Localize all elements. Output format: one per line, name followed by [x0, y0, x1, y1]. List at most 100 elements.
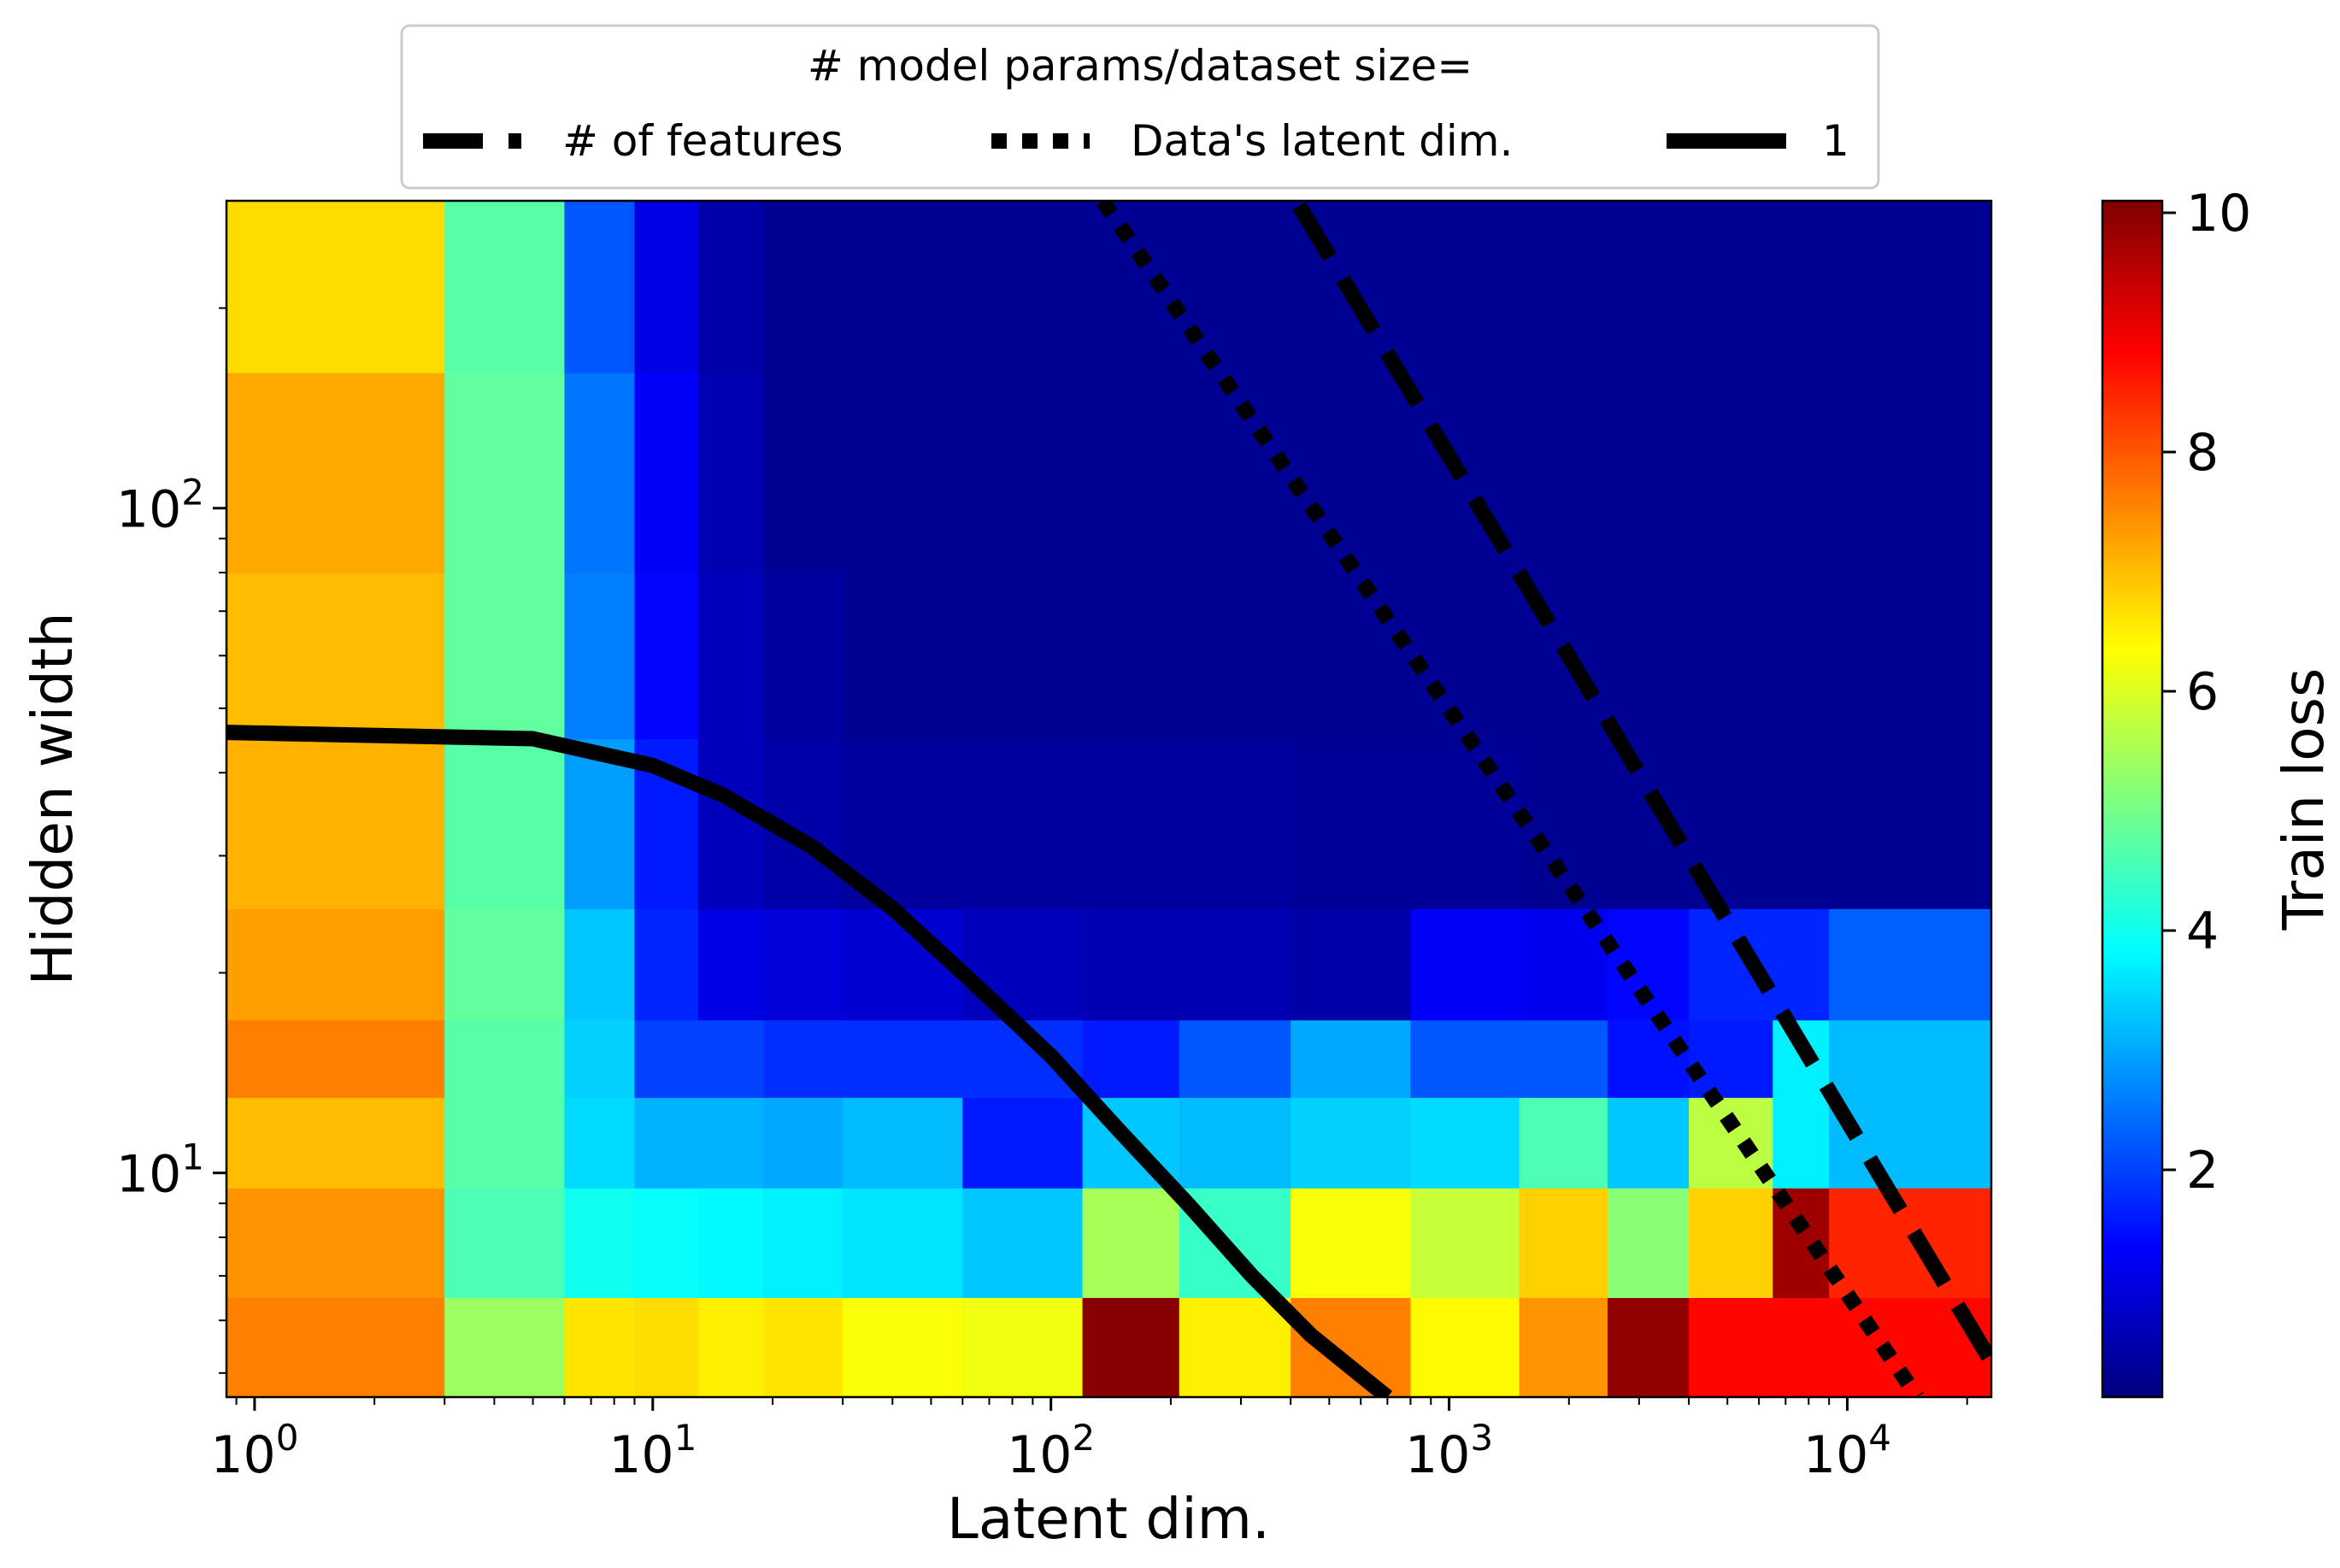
heatmap-cell [1519, 372, 1608, 573]
heatmap-cell [226, 1097, 445, 1189]
heatmap-cell [697, 1097, 765, 1189]
heatmap-cell [1773, 372, 1830, 573]
heatmap-cell [564, 372, 636, 573]
heatmap-cell [843, 573, 964, 740]
heatmap-cell [763, 1097, 844, 1189]
tick-label-y-2: 102 [116, 472, 204, 540]
heatmap-cell [697, 1297, 765, 1397]
heatmap-cell [564, 1187, 636, 1298]
heatmap-cell [1829, 1187, 1991, 1298]
heatmap-cell [1829, 738, 1991, 909]
heatmap-cell [564, 1297, 636, 1397]
heatmap-cell [843, 372, 964, 573]
heatmap-cell [1773, 573, 1830, 740]
heatmap-cell [444, 908, 566, 1021]
heatmap-cell [226, 372, 445, 573]
heatmap-cell [1519, 1097, 1608, 1189]
heatmap-cell [962, 372, 1084, 573]
heatmap-cell [1179, 908, 1291, 1021]
heatmap-cell [1773, 1097, 1830, 1189]
heatmap-cell [1291, 1019, 1412, 1098]
heatmap-cell [1291, 738, 1412, 909]
reference-lines [226, 201, 1991, 1397]
heatmap-cell [1410, 1187, 1520, 1298]
heatmap-cell [1410, 1097, 1520, 1189]
heatmap-cell [1179, 738, 1291, 909]
heatmap-cell [1689, 1019, 1774, 1098]
heatmap-cell [843, 201, 964, 373]
heatmap-cell [226, 1019, 445, 1098]
heatmap-cell [444, 1297, 566, 1397]
heatmap-cell [1410, 908, 1520, 1021]
heatmap-cell [1082, 573, 1180, 740]
heatmap-cell [226, 1297, 445, 1397]
heatmap-cell [763, 908, 844, 1021]
heatmap-cell [1607, 908, 1690, 1021]
heatmap-cell [843, 1019, 964, 1098]
heatmap-cell [564, 738, 636, 909]
heatmap-cell [1519, 1187, 1608, 1298]
heatmap-cell [843, 1297, 964, 1397]
heatmap-cell [1689, 1187, 1774, 1298]
heatmap-cell [1689, 573, 1774, 740]
heatmap-cell [634, 908, 699, 1021]
heatmap-cell [962, 738, 1084, 909]
heatmap-cell [1607, 201, 1690, 373]
heatmap-cell [1689, 372, 1774, 573]
heatmap-cell [763, 1187, 844, 1298]
heatmap-cell [697, 1187, 765, 1298]
heatmap-cell [444, 201, 566, 373]
heatmap-cell [1082, 1019, 1180, 1098]
heatmap-cell [634, 201, 699, 373]
heatmap-cell [1773, 738, 1830, 909]
heatmap-cell [843, 1097, 964, 1189]
heatmap-cell [697, 573, 765, 740]
heatmap-cell [1607, 573, 1690, 740]
colorbar: 2 4 6 8 10 Train loss [2101, 184, 2337, 1399]
heatmap-cell [1082, 908, 1180, 1021]
heatmap-cell [763, 573, 844, 740]
heatmap-cell [1291, 372, 1412, 573]
plot-frame [225, 199, 1993, 1399]
heatmap-cell [1179, 1019, 1291, 1098]
heatmap-cell [226, 738, 445, 909]
heatmap-cell [1607, 1097, 1690, 1189]
heatmap-cell [1179, 573, 1291, 740]
heatmap-cell [444, 1019, 566, 1098]
heatmap-cell [444, 738, 566, 909]
heatmap-cell [962, 201, 1084, 373]
heatmap-cell [1291, 1187, 1412, 1298]
heatmap-cell [763, 201, 844, 373]
heatmap-cell [444, 1187, 566, 1298]
heatmap-cell [1607, 1297, 1690, 1397]
heatmap-cell [226, 908, 445, 1021]
heatmap-cell [1410, 738, 1520, 909]
line-1 [226, 725, 1393, 1397]
tick-label-x-2: 102 [1007, 1417, 1095, 1485]
heatmap-cell [226, 201, 445, 373]
heatmap [226, 201, 1991, 1397]
heatmap-cell [634, 1097, 699, 1189]
heatmap-cell [1179, 1297, 1291, 1397]
heatmap-cell [1773, 201, 1830, 373]
heatmap-cell [634, 1019, 699, 1098]
colorbar-ticks: 2 4 6 8 10 [2162, 184, 2251, 1201]
heatmap-cell [1519, 1019, 1608, 1098]
heatmap-cell [962, 1297, 1084, 1397]
colorbar-tick-label: 6 [2186, 662, 2219, 722]
legend-title: # model params/dataset size= [808, 41, 1473, 91]
colorbar-tick-label: 2 [2186, 1141, 2219, 1201]
y-axis-label: Hidden width [20, 612, 85, 985]
heatmap-cell [1410, 1297, 1520, 1397]
heatmap-cell [697, 372, 765, 573]
heatmap-cell [564, 908, 636, 1021]
heatmap-cell [634, 372, 699, 573]
heatmap-cell [697, 738, 765, 909]
heatmap-cell [1082, 1297, 1180, 1397]
legend-entry-one: 1 [1822, 116, 1849, 166]
heatmap-cell [1773, 1297, 1830, 1397]
heatmap-cell [1291, 1097, 1412, 1189]
heatmap-cell [1082, 1187, 1180, 1298]
heatmap-cell [1829, 1019, 1991, 1098]
heatmap-cell [1410, 1019, 1520, 1098]
